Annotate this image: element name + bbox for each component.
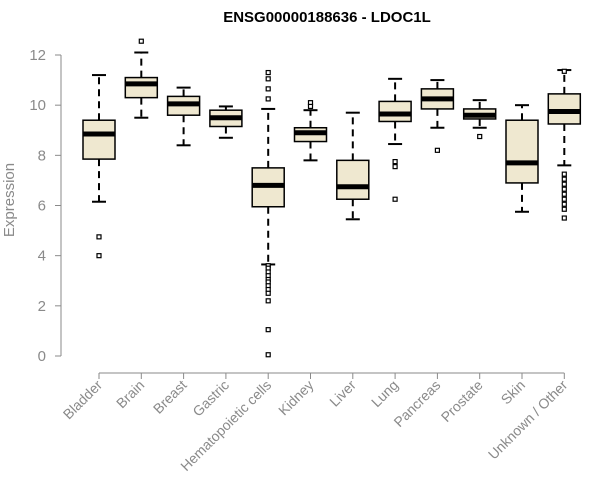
box-group (209, 105, 243, 139)
outlier-point (561, 191, 567, 197)
box-series (82, 38, 582, 358)
outlier-point (265, 86, 271, 92)
outlier-point (96, 234, 102, 240)
outlier-point (561, 68, 567, 74)
box-iqr (124, 76, 159, 99)
box-iqr (378, 100, 412, 123)
box-group (293, 100, 328, 162)
box-iqr (82, 119, 116, 160)
box-group (547, 68, 582, 221)
outlier-point (392, 159, 398, 165)
outlier-point (434, 147, 440, 153)
outlier-point (561, 181, 567, 187)
y-tick-label: 8 (38, 147, 46, 164)
box-group (251, 69, 285, 358)
outlier-point (265, 96, 271, 102)
y-tick-label: 2 (38, 298, 46, 315)
box-group (124, 38, 159, 119)
y-tick-label: 4 (38, 248, 46, 265)
outlier-point (96, 253, 102, 259)
box-group (336, 111, 370, 221)
outlier-point (561, 215, 567, 221)
x-tick-label: Unknown / Other (485, 377, 571, 463)
x-tick-label: Prostate (438, 377, 486, 425)
outlier-point (561, 171, 567, 177)
y-axis-label: Expression (1, 163, 18, 237)
box-group (462, 99, 497, 140)
outlier-point (477, 133, 483, 140)
outlier-point (265, 352, 271, 358)
outlier-point (265, 69, 271, 76)
x-tick-label: Skin (498, 377, 529, 408)
y-tick-label: 10 (29, 97, 46, 114)
outlier-point (392, 164, 398, 170)
outlier-point (561, 201, 567, 207)
box-group (166, 86, 201, 147)
chart-title: ENSG00000188636 - LDOC1L (223, 9, 431, 26)
outlier-point (265, 76, 271, 82)
outlier-point (138, 38, 144, 44)
box-iqr (505, 119, 539, 184)
box-group (505, 104, 539, 213)
outlier-point (561, 206, 567, 212)
x-tick-label: Liver (326, 377, 359, 410)
y-axis: 0 2 4 6 8 10 12 (29, 47, 62, 365)
outlier-point (561, 196, 567, 202)
outlier-point (561, 176, 567, 182)
box-iqr (547, 93, 582, 125)
x-tick-label: Breast (150, 377, 190, 417)
x-tick-label: Bladder (60, 377, 106, 423)
x-tick-label: Kidney (275, 377, 317, 419)
outlier-point (265, 327, 271, 333)
box-iqr (336, 159, 370, 200)
x-tick-label: Pancreas (390, 377, 443, 430)
x-tick-label: Brain (113, 377, 147, 411)
box-group (82, 74, 116, 259)
x-tick-label: Lung (368, 377, 401, 410)
box-group (420, 79, 455, 153)
outlier-point (265, 298, 271, 304)
outlier-point (561, 186, 567, 192)
y-tick-label: 6 (38, 198, 46, 215)
y-tick-label: 0 (38, 348, 46, 365)
box-group (378, 77, 412, 202)
outlier-point (392, 196, 398, 202)
outlier-point (265, 290, 271, 296)
y-tick-label: 12 (29, 47, 46, 64)
outlier-point (307, 103, 314, 110)
